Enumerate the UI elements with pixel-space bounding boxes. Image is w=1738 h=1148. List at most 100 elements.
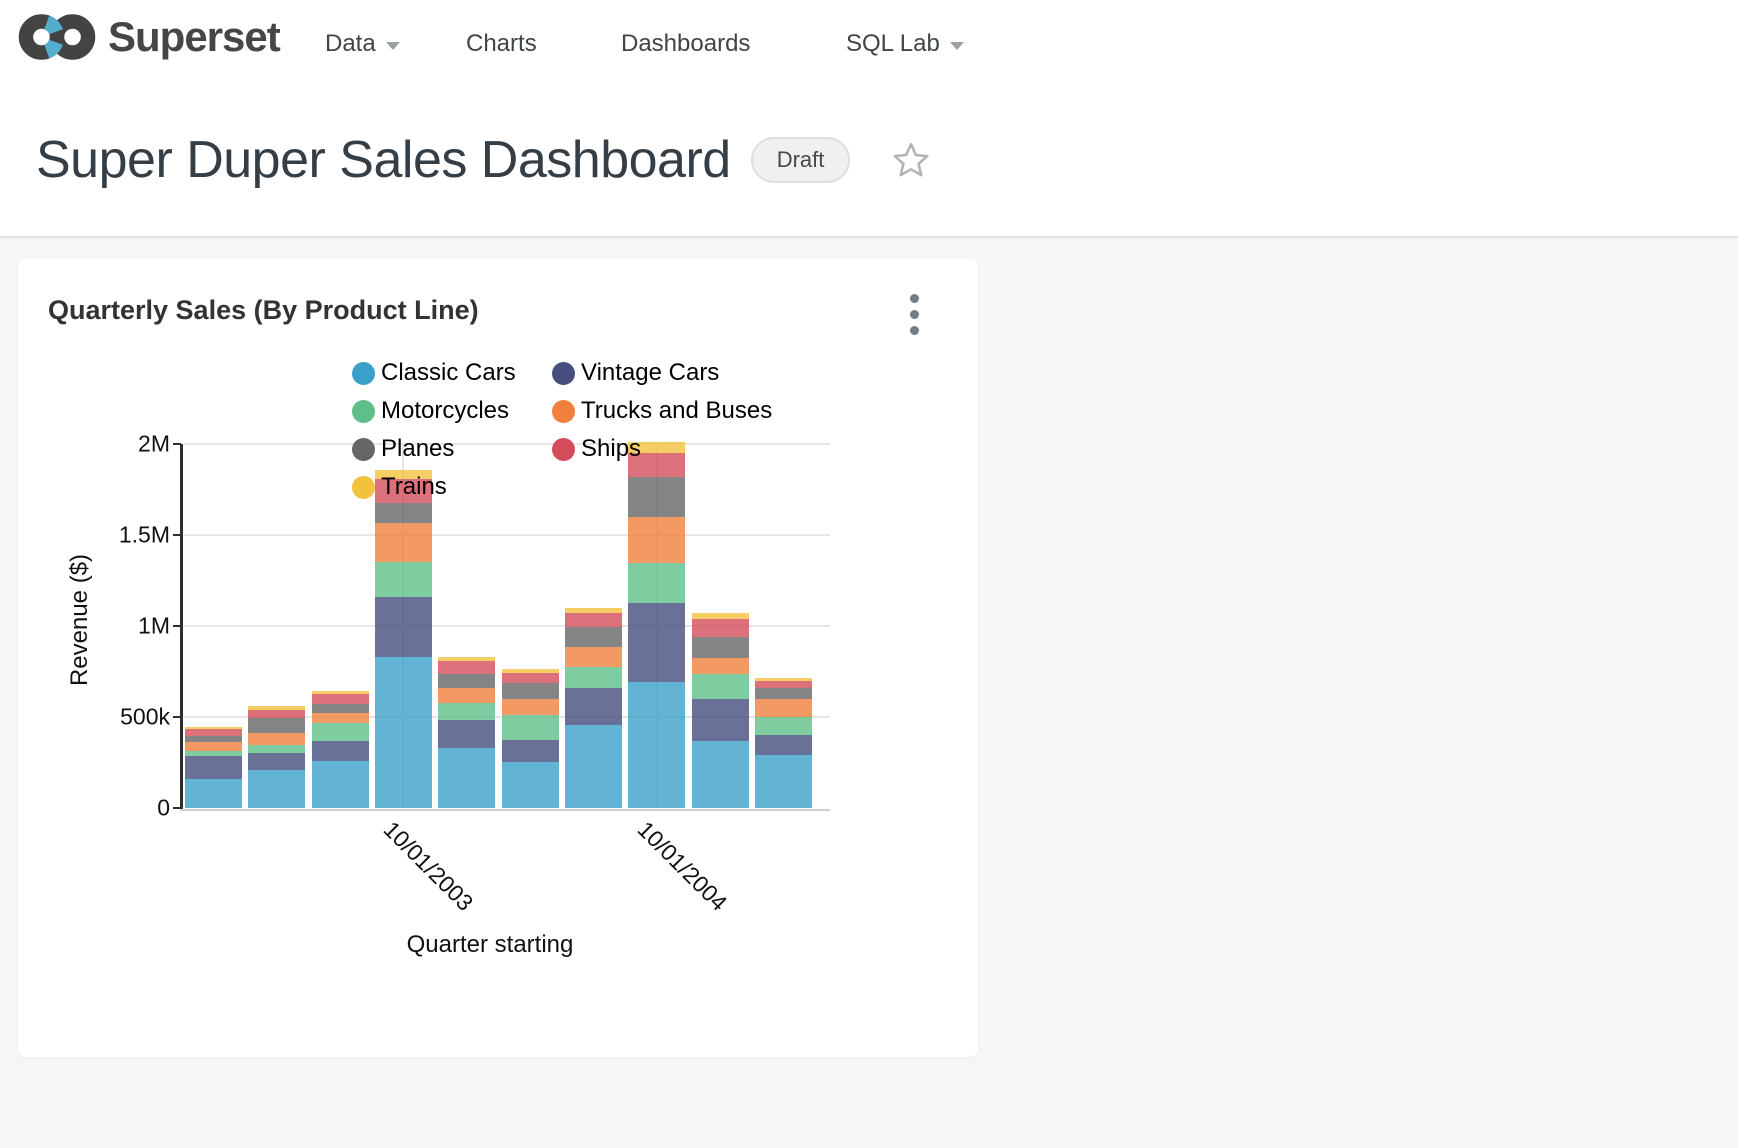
bar-segment[interactable]: [754, 755, 812, 808]
bar-segment[interactable]: [754, 699, 812, 717]
bar-segment[interactable]: [438, 748, 496, 808]
nav-item-sql-lab[interactable]: SQL Lab: [846, 0, 964, 88]
nav-item-data[interactable]: Data: [325, 0, 400, 88]
legend-label: Planes: [381, 435, 455, 462]
bar-segment[interactable]: [185, 727, 242, 729]
kebab-menu-icon[interactable]: [893, 287, 935, 341]
gridline: [184, 443, 830, 445]
bar-segment[interactable]: [248, 705, 306, 710]
bar-segment[interactable]: [438, 687, 496, 703]
bar-segment[interactable]: [691, 741, 749, 808]
bar-segment[interactable]: [311, 740, 369, 761]
nav-item-charts[interactable]: Charts: [466, 30, 537, 57]
bar-segment[interactable]: [248, 709, 306, 719]
bar-segment[interactable]: [438, 673, 496, 688]
bar-segment[interactable]: [501, 714, 559, 740]
caret-down-icon: [385, 42, 400, 50]
bar-segment[interactable]: [311, 760, 369, 808]
bar-segment[interactable]: [311, 712, 369, 723]
bar-segment[interactable]: [248, 744, 306, 754]
bar-segment[interactable]: [754, 677, 812, 681]
bar-segment[interactable]: [311, 703, 369, 713]
bar-segment[interactable]: [501, 669, 559, 673]
y-tick-label: 1M: [138, 612, 170, 639]
bar-segment[interactable]: [628, 476, 686, 517]
bar-segment[interactable]: [185, 755, 242, 779]
y-tick-mark: [173, 625, 181, 627]
bar-segment[interactable]: [564, 613, 622, 627]
bar-segment[interactable]: [248, 753, 306, 770]
bar-segment[interactable]: [438, 719, 496, 749]
bar-segment[interactable]: [501, 682, 559, 700]
bar-segment[interactable]: [311, 690, 369, 694]
bar-segment[interactable]: [185, 750, 242, 756]
bar-segment[interactable]: [691, 613, 749, 620]
bar-segment[interactable]: [564, 725, 622, 808]
y-tick-label: 2M: [138, 430, 170, 457]
legend-item[interactable]: Classic Cars: [352, 354, 552, 392]
bar-segment[interactable]: [691, 674, 749, 700]
brand-name: Superset: [108, 13, 281, 60]
bar-segment[interactable]: [374, 502, 432, 524]
legend-item[interactable]: Ships: [552, 430, 772, 468]
bar-segment[interactable]: [185, 742, 242, 751]
bar-segment[interactable]: [374, 596, 432, 658]
bar-segment[interactable]: [754, 680, 812, 689]
bar-segment[interactable]: [438, 702, 496, 720]
bar-segment[interactable]: [754, 688, 812, 700]
bar-segment[interactable]: [564, 626, 622, 647]
y-tick-mark: [173, 716, 181, 718]
bar-segment[interactable]: [628, 441, 686, 453]
legend-item[interactable]: Motorcycles: [352, 392, 552, 430]
bar-segment[interactable]: [754, 735, 812, 756]
bar-segment[interactable]: [501, 672, 559, 683]
bar-segment[interactable]: [691, 636, 749, 659]
bar-segment[interactable]: [501, 739, 559, 762]
bar-segment[interactable]: [691, 699, 749, 742]
bar-segment[interactable]: [564, 646, 622, 667]
bar-segment[interactable]: [374, 561, 432, 597]
bar-segment[interactable]: [501, 761, 559, 808]
legend-item[interactable]: Trucks and Buses: [552, 392, 772, 430]
bar-segment[interactable]: [628, 563, 686, 604]
bar-segment[interactable]: [311, 693, 369, 704]
bar-segment[interactable]: [628, 516, 686, 564]
caret-down-icon: [949, 42, 964, 50]
bar-segment[interactable]: [628, 452, 686, 477]
favorite-star-icon[interactable]: [892, 141, 930, 179]
bar-segment[interactable]: [248, 769, 306, 808]
legend-dot-icon: [352, 361, 375, 385]
bar-segment[interactable]: [185, 778, 242, 808]
bar-segment[interactable]: [438, 661, 496, 674]
y-tick-mark: [173, 807, 181, 809]
bar-segment[interactable]: [374, 657, 432, 808]
bar-segment[interactable]: [374, 469, 432, 480]
nav-item-dashboards[interactable]: Dashboards: [621, 30, 751, 57]
bar-segment[interactable]: [311, 722, 369, 741]
bar-segment[interactable]: [374, 479, 432, 503]
bar-segment[interactable]: [691, 619, 749, 637]
bar-segment[interactable]: [185, 729, 242, 736]
bar-segment[interactable]: [438, 657, 496, 662]
bar-segment[interactable]: [185, 735, 242, 743]
bar-segment[interactable]: [628, 603, 686, 682]
superset-logo[interactable]: Superset: [16, 11, 281, 63]
bar-segment[interactable]: [564, 666, 622, 689]
bar-segment[interactable]: [754, 716, 812, 735]
x-axis-title: Quarter starting: [406, 931, 574, 958]
y-tick-label: 0: [157, 794, 170, 821]
bar-segment[interactable]: [374, 523, 432, 562]
bar-segment[interactable]: [564, 688, 622, 725]
bar-segment[interactable]: [248, 733, 306, 745]
legend-item[interactable]: Trains: [352, 468, 552, 506]
bar-segment[interactable]: [564, 607, 622, 614]
legend-dot-icon: [352, 399, 375, 423]
bar-segment[interactable]: [248, 718, 306, 734]
legend-dot-icon: [352, 475, 375, 499]
legend-item[interactable]: Planes: [352, 430, 552, 468]
bar-segment[interactable]: [501, 699, 559, 715]
bar-segment[interactable]: [628, 681, 686, 808]
bar-segment[interactable]: [691, 658, 749, 675]
legend-item[interactable]: Vintage Cars: [552, 354, 772, 392]
